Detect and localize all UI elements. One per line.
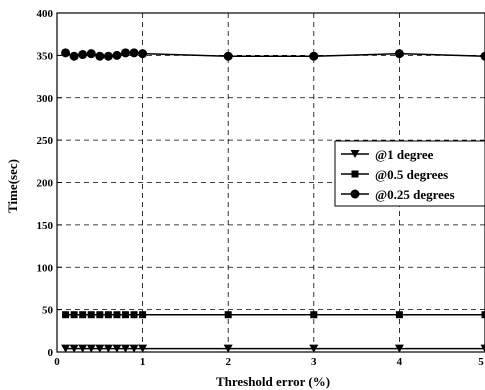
data-point — [224, 311, 232, 319]
data-point — [112, 50, 122, 60]
data-point — [103, 344, 113, 353]
y-tick-label: 150 — [37, 220, 54, 232]
axis-ticks: 0 50 100 150 200 250 300 350 400 0 1 2 3 4 5 — [37, 8, 485, 368]
data-point — [310, 311, 318, 319]
legend-marker — [351, 170, 359, 178]
data-point — [223, 344, 233, 353]
data-point — [138, 344, 148, 353]
data-point — [69, 344, 79, 353]
data-point — [481, 311, 485, 319]
series-group — [61, 48, 485, 353]
legend-label: @0.25 degrees — [375, 187, 455, 202]
x-tick-label: 5 — [478, 356, 484, 368]
y-axis-label: Time(sec) — [5, 159, 20, 213]
data-point — [61, 48, 71, 58]
y-tick-label: 400 — [37, 8, 54, 20]
legend-label: @0.5 degrees — [375, 167, 448, 182]
data-point — [130, 311, 138, 319]
x-tick-label: 1 — [140, 356, 146, 368]
y-tick-label: 200 — [37, 178, 54, 190]
data-point — [129, 344, 139, 353]
data-point — [95, 344, 105, 353]
data-point — [95, 51, 105, 61]
grid-lines — [57, 13, 485, 352]
data-point — [61, 344, 71, 353]
legend-label: @1 degree — [375, 147, 434, 162]
data-point — [104, 311, 112, 319]
data-point — [139, 311, 147, 319]
data-point — [129, 48, 139, 58]
data-point — [223, 51, 233, 61]
y-tick-label: 100 — [37, 262, 54, 274]
data-point — [86, 344, 96, 353]
data-point — [86, 49, 96, 59]
data-point — [120, 344, 130, 353]
series-0 — [61, 344, 485, 353]
data-point — [79, 311, 87, 319]
y-tick-label: 300 — [37, 93, 54, 105]
y-tick-label: 50 — [42, 305, 54, 317]
data-point — [112, 344, 122, 353]
data-point — [138, 49, 148, 59]
data-point — [103, 51, 113, 61]
data-point — [121, 311, 129, 319]
x-tick-label: 0 — [54, 356, 60, 368]
y-tick-label: 250 — [37, 135, 54, 147]
data-point — [62, 311, 70, 319]
data-point — [120, 48, 130, 58]
data-point — [480, 51, 485, 61]
data-point — [480, 344, 485, 353]
data-point — [78, 344, 88, 353]
data-point — [394, 344, 404, 353]
data-point — [113, 311, 121, 319]
series-1 — [62, 311, 485, 319]
data-point — [69, 51, 79, 61]
legend-marker — [350, 189, 360, 199]
x-axis-label: Threshold error (%) — [216, 374, 330, 389]
y-tick-label: 0 — [48, 347, 54, 359]
y-tick-label: 350 — [37, 50, 54, 62]
series-2 — [61, 48, 485, 61]
x-tick-label: 4 — [397, 356, 403, 368]
data-point — [394, 49, 404, 59]
data-point — [87, 311, 95, 319]
data-point — [395, 311, 403, 319]
legend-marker — [350, 150, 360, 158]
data-point — [70, 311, 78, 319]
data-point — [309, 51, 319, 61]
x-tick-label: 2 — [225, 356, 231, 368]
data-point — [78, 50, 88, 60]
legend: @1 degree @0.5 degrees @0.25 degrees — [334, 140, 485, 207]
data-point — [96, 311, 104, 319]
x-tick-label: 3 — [311, 356, 317, 368]
data-point — [309, 344, 319, 353]
